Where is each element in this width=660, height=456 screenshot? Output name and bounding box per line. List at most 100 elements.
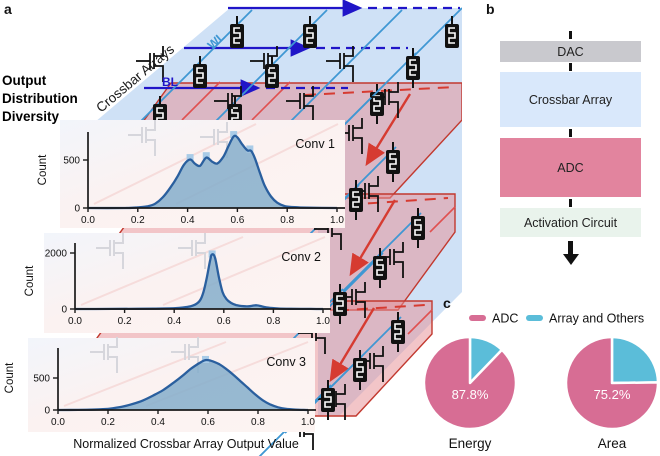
x-tick-label: 1.0 — [316, 316, 330, 327]
hist-x-axis-label: Normalized Crossbar Array Output Value — [73, 437, 299, 451]
x-tick-label: 0.8 — [280, 215, 294, 226]
memristor-cell-icon — [373, 248, 387, 288]
wordline-diagonal — [342, 212, 422, 292]
y-tick-label: 0 — [74, 204, 80, 215]
memristor-cell-icon — [321, 380, 335, 420]
red-dashed-line — [304, 86, 456, 96]
red-diagonal-line — [429, 206, 456, 233]
transistor-icon — [96, 233, 124, 269]
memristor-cell-icon — [353, 350, 367, 390]
x-tick-label: 0.6 — [230, 215, 244, 226]
x-tick-label: 0.0 — [81, 215, 95, 226]
y-tick-label: 0 — [61, 305, 67, 316]
pie-energy: 87.8% Energy — [422, 335, 518, 451]
histogram-title: Conv 2 — [281, 250, 321, 264]
adc-box: ADC — [500, 138, 641, 197]
pipeline-dash — [569, 199, 572, 207]
ghost-diagonal — [162, 236, 326, 306]
dac-box: DAC — [500, 41, 641, 62]
x-tick-label: 0.0 — [68, 316, 82, 327]
transistor-icon — [371, 82, 399, 118]
histogram-conv3: 0.0 0.2 0.4 0.6 0.8 1.0 0 500 Count Conv 3 — [4, 337, 316, 432]
x-tick-label: 0.2 — [118, 316, 132, 327]
histogram-area — [88, 135, 337, 209]
pie-slice-array — [610, 335, 660, 385]
pipeline-arrow — [568, 241, 573, 254]
pie-percentage-label: 87.8% — [452, 387, 489, 402]
transistor-icon — [136, 46, 164, 82]
ghost-diagonal — [80, 236, 244, 306]
x-tick-label: 0.6 — [217, 316, 231, 327]
pie-charts: 87.8% Energy 75.2% Area — [422, 335, 660, 451]
y-axis-label: Count — [37, 154, 49, 185]
y-tick-label: 500 — [63, 156, 80, 167]
wordline-diagonal — [337, 52, 417, 132]
memristor-cell-icon — [445, 16, 459, 48]
transistor-icon — [326, 46, 354, 82]
x-tick-label: 1.0 — [330, 215, 344, 226]
output-distribution-caption: Output Distribution Diversity — [2, 73, 78, 124]
bl-label: BL — [162, 75, 178, 89]
legend-label: Array and Others — [549, 312, 644, 326]
red-flow-arrow — [329, 307, 376, 383]
x-tick-label: 0.4 — [181, 215, 195, 226]
transistor-icon — [214, 86, 242, 122]
y-tick-label: 0 — [44, 406, 50, 417]
transistor-icon — [376, 242, 404, 278]
histogram-bar-cap — [246, 145, 254, 153]
x-tick-label: 1.0 — [301, 417, 315, 428]
red-flow-arrow — [349, 199, 397, 277]
x-tick-label: 0.4 — [167, 316, 181, 327]
memristor-cell-icon — [386, 142, 400, 182]
histogram-bar-cap — [186, 154, 194, 162]
memristor-cell-icon — [193, 56, 207, 88]
transistor-icon — [90, 337, 118, 373]
pipeline-arrowhead-icon — [563, 254, 579, 265]
x-tick-label: 0.0 — [51, 417, 65, 428]
pie-slice-adc — [422, 335, 518, 431]
x-tick-label: 0.4 — [151, 417, 165, 428]
histogram-panels: 0.0 0.2 0.4 0.6 0.8 1.0 0 500 Count Conv 1 0.0 0.2 0… — [4, 120, 345, 432]
histogram-conv2: 0.0 0.2 0.4 0.6 0.8 1.0 0 2000 Count Conv 2 — [24, 233, 331, 333]
histogram-bar-cap — [230, 131, 238, 139]
memristor-cell-icon — [333, 284, 347, 324]
transistor-icon — [286, 86, 314, 122]
memristor-cell-icon — [406, 48, 420, 88]
activation-circuit-box: Activation Circuit — [500, 208, 641, 237]
histogram-bar-cap — [202, 152, 210, 160]
histogram-conv1: 0.0 0.2 0.4 0.6 0.8 1.0 0 500 Count Conv 1 — [37, 120, 345, 228]
ghost-diagonal — [93, 123, 257, 205]
memristor-cell-icon — [349, 180, 363, 220]
pipeline-dash — [569, 129, 572, 137]
y-tick-label: 500 — [33, 374, 50, 385]
pipeline-dash — [569, 31, 572, 39]
ghost-diagonal — [63, 341, 227, 407]
crossbar-circuit — [136, 0, 462, 456]
histogram-title: Conv 1 — [295, 137, 335, 151]
pie-title: Energy — [449, 436, 492, 451]
x-tick-label: 0.8 — [251, 417, 265, 428]
pie-area: 75.2% Area — [564, 335, 660, 451]
x-tick-label: 0.2 — [101, 417, 115, 428]
histogram-curve — [57, 358, 309, 412]
legend-label: ADC — [492, 312, 518, 326]
crossbar-array-box: Crossbar Array — [500, 72, 641, 127]
legend-swatch — [526, 315, 543, 321]
memristor-cell-icon — [303, 16, 317, 48]
x-tick-label: 0.8 — [266, 316, 280, 327]
memristor-cell-icon — [411, 208, 425, 248]
transistor-icon — [128, 120, 156, 156]
pie-percentage-label: 75.2% — [594, 387, 631, 402]
panel-c-pies: c ADC Array and Others 87.8% Energy 75.2% Ar… — [422, 295, 660, 451]
transistor-icon — [250, 46, 278, 82]
panel-a-label: a — [4, 1, 12, 17]
y-axis-label: Count — [4, 362, 16, 393]
histogram-curve — [74, 253, 324, 311]
plane-decorations — [181, 81, 456, 383]
histogram-curve — [87, 134, 338, 210]
pie-slice-adc — [564, 335, 660, 431]
y-axis-label: Count — [24, 265, 36, 296]
red-diagonal-line — [407, 309, 433, 335]
panel-b-label: b — [486, 1, 495, 17]
